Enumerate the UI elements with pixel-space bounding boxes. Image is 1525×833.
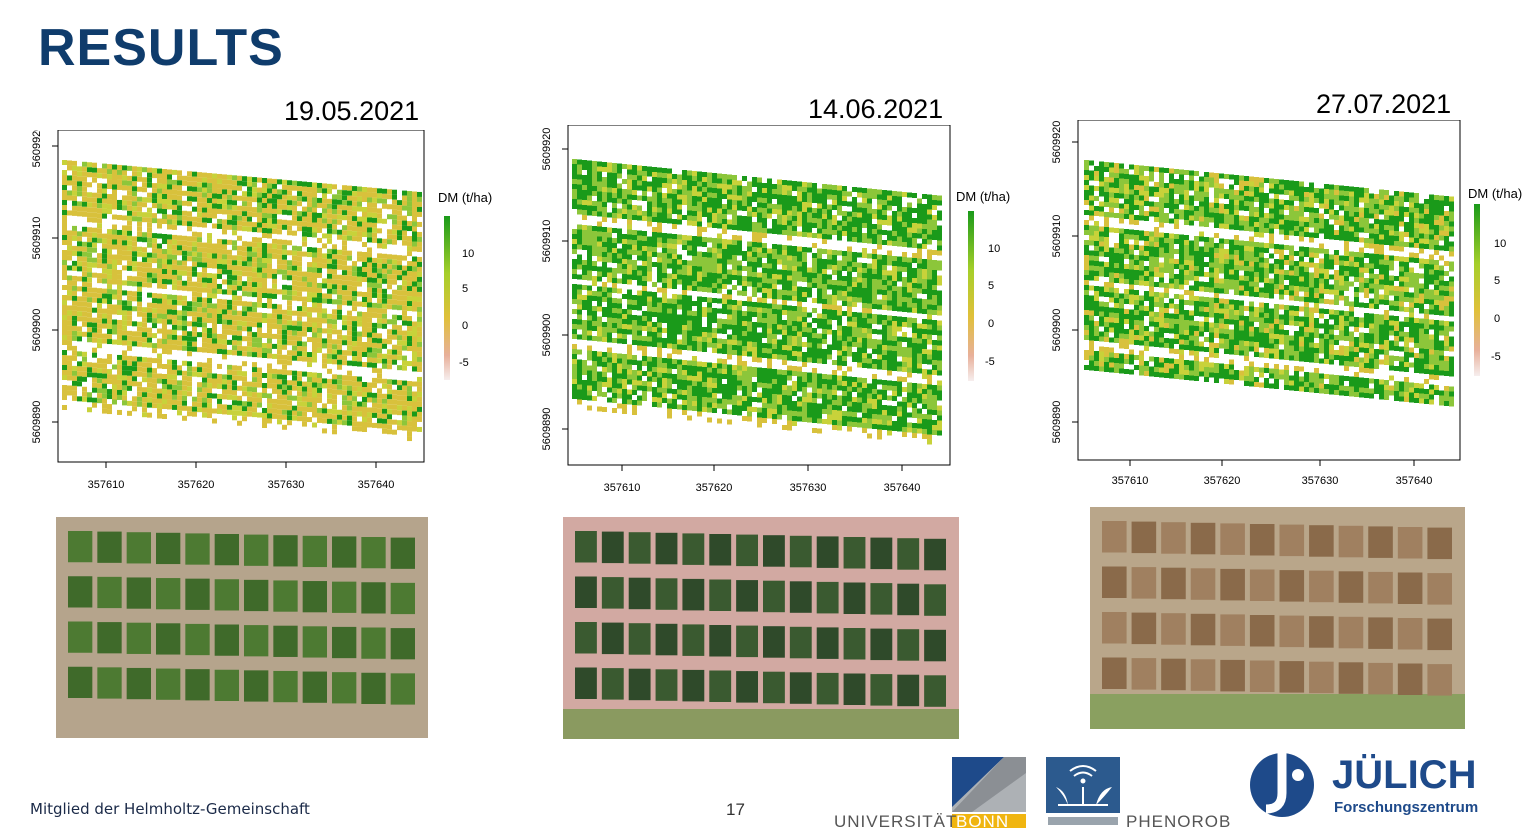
phenorob-logo-text: PHENOROB	[1126, 812, 1231, 832]
bonn-logo-text-left: UNIVERSITÄT	[834, 812, 957, 832]
y-tick-label: 5609890	[31, 401, 43, 444]
juelich-logo-graphic	[1248, 749, 1320, 821]
legend-tick: 5	[462, 283, 468, 295]
dm-map-2: 357610 357620 357630 357640 5609920 5609…	[530, 125, 1030, 497]
legend-title: DM (t/ha)	[956, 189, 1010, 204]
x-tick-label: 357620	[696, 482, 733, 494]
y-tick-label: 5609910	[541, 220, 553, 263]
juelich-logo: JÜLICH Forschungszentrum	[1248, 749, 1508, 821]
juelich-logo-subtext: Forschungszentrum	[1334, 799, 1478, 816]
y-tick-label: 5609890	[541, 408, 553, 451]
x-tick-label: 357630	[790, 482, 827, 494]
y-tick-label: 5609890	[1051, 401, 1063, 444]
raster-field	[1084, 160, 1454, 407]
y-tick-label: 5609900	[1051, 309, 1063, 352]
legend-tick: -5	[985, 356, 995, 368]
legend-tick: -5	[1491, 351, 1501, 363]
y-tick-label: 5609920	[541, 128, 553, 171]
raster-field	[572, 159, 942, 445]
bonn-logo-text-right: BONN	[956, 812, 1009, 832]
phenorob-logo-graphic	[1046, 757, 1122, 828]
y-tick-label: 5609920	[31, 130, 43, 167]
aerial-photo-2	[563, 517, 959, 739]
y-tick-label: 5609910	[1051, 215, 1063, 258]
date-label-1: 19.05.2021	[284, 96, 419, 127]
legend-tick: 0	[462, 320, 468, 332]
legend-title: DM (t/ha)	[1468, 186, 1522, 201]
dm-map-3: 357610 357620 357630 357640 5609920 5609…	[1040, 120, 1525, 492]
x-tick-label: 357610	[604, 482, 641, 494]
raster-field	[62, 160, 422, 441]
date-label-3: 27.07.2021	[1316, 89, 1451, 120]
color-legend: DM (t/ha) 10 5 0 -5	[956, 189, 1010, 381]
y-tick-label: 5609920	[1051, 121, 1063, 164]
university-bonn-logo: UNIVERSITÄT BONN	[834, 757, 1030, 828]
x-tick-label: 357610	[1112, 475, 1149, 487]
date-label-2: 14.06.2021	[808, 94, 943, 125]
legend-tick: 5	[1494, 275, 1500, 287]
x-tick-label: 357640	[358, 479, 395, 491]
x-tick-label: 357640	[1396, 475, 1433, 487]
color-legend: DM (t/ha) 10 5 0 -5	[438, 190, 492, 380]
dm-map-1: 357610 357620 357630 357640 5609920 5609…	[20, 130, 520, 500]
x-tick-label: 357610	[88, 479, 125, 491]
x-tick-label: 357640	[884, 482, 921, 494]
legend-tick: 0	[988, 318, 994, 330]
color-legend: DM (t/ha) 10 5 0 -5	[1468, 186, 1522, 376]
y-tick-label: 5609900	[541, 314, 553, 357]
y-axis: 5609920 5609910 5609900 5609890	[1051, 121, 1078, 444]
slide-title: RESULTS	[38, 18, 284, 78]
x-axis: 357610 357620 357630 357640	[1112, 460, 1433, 487]
legend-tick: -5	[459, 357, 469, 369]
legend-colorbar	[444, 216, 450, 380]
legend-tick: 10	[988, 243, 1000, 255]
x-tick-label: 357620	[178, 479, 215, 491]
legend-tick: 10	[462, 248, 474, 260]
aerial-photo-3	[1090, 507, 1465, 729]
legend-colorbar	[968, 211, 974, 381]
footer-text: Mitglied der Helmholtz-Gemeinschaft	[30, 800, 310, 818]
legend-tick: 5	[988, 280, 994, 292]
x-axis: 357610 357620 357630 357640	[88, 462, 395, 491]
aerial-photo-1	[56, 517, 428, 738]
x-axis: 357610 357620 357630 357640	[604, 465, 921, 494]
y-axis: 5609920 5609910 5609900 5609890	[541, 128, 568, 451]
juelich-logo-text: JÜLICH	[1332, 753, 1476, 798]
legend-title: DM (t/ha)	[438, 190, 492, 205]
y-axis: 5609920 5609910 5609900 5609890	[31, 130, 58, 443]
legend-tick: 0	[1494, 313, 1500, 325]
x-tick-label: 357630	[268, 479, 305, 491]
y-tick-label: 5609910	[31, 217, 43, 260]
legend-colorbar	[1474, 204, 1480, 376]
x-tick-label: 357630	[1302, 475, 1339, 487]
x-tick-label: 357620	[1204, 475, 1241, 487]
page-number: 17	[726, 800, 745, 820]
legend-tick: 10	[1494, 238, 1506, 250]
y-tick-label: 5609900	[31, 309, 43, 352]
phenorob-logo: PHENOROB	[1046, 757, 1236, 828]
